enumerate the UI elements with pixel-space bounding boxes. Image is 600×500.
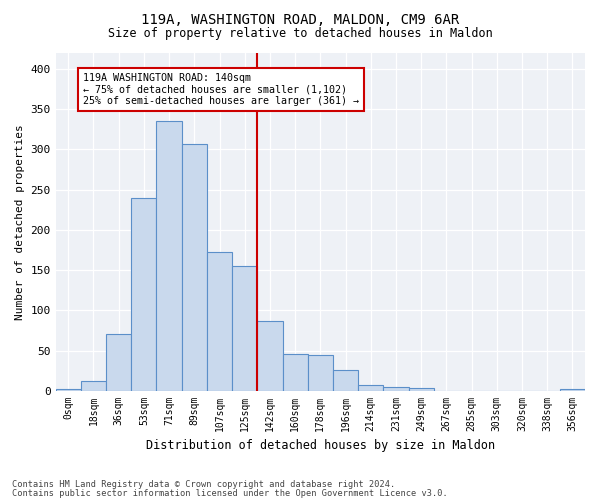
Bar bbox=[232, 266, 257, 391]
X-axis label: Distribution of detached houses by size in Maldon: Distribution of detached houses by size … bbox=[146, 440, 495, 452]
Text: Contains public sector information licensed under the Open Government Licence v3: Contains public sector information licen… bbox=[12, 489, 448, 498]
Bar bbox=[131, 198, 157, 391]
Bar bbox=[257, 321, 283, 391]
Bar bbox=[358, 386, 383, 391]
Bar bbox=[308, 355, 333, 391]
Bar bbox=[207, 252, 232, 391]
Text: Size of property relative to detached houses in Maldon: Size of property relative to detached ho… bbox=[107, 28, 493, 40]
Bar bbox=[56, 388, 81, 391]
Bar bbox=[409, 388, 434, 391]
Bar bbox=[182, 144, 207, 391]
Bar bbox=[81, 380, 106, 391]
Bar bbox=[106, 334, 131, 391]
Bar bbox=[333, 370, 358, 391]
Bar bbox=[283, 354, 308, 391]
Y-axis label: Number of detached properties: Number of detached properties bbox=[15, 124, 25, 320]
Text: 119A, WASHINGTON ROAD, MALDON, CM9 6AR: 119A, WASHINGTON ROAD, MALDON, CM9 6AR bbox=[141, 12, 459, 26]
Text: 119A WASHINGTON ROAD: 140sqm
← 75% of detached houses are smaller (1,102)
25% of: 119A WASHINGTON ROAD: 140sqm ← 75% of de… bbox=[83, 72, 359, 106]
Text: Contains HM Land Registry data © Crown copyright and database right 2024.: Contains HM Land Registry data © Crown c… bbox=[12, 480, 395, 489]
Bar bbox=[560, 388, 585, 391]
Bar bbox=[383, 387, 409, 391]
Bar bbox=[157, 121, 182, 391]
